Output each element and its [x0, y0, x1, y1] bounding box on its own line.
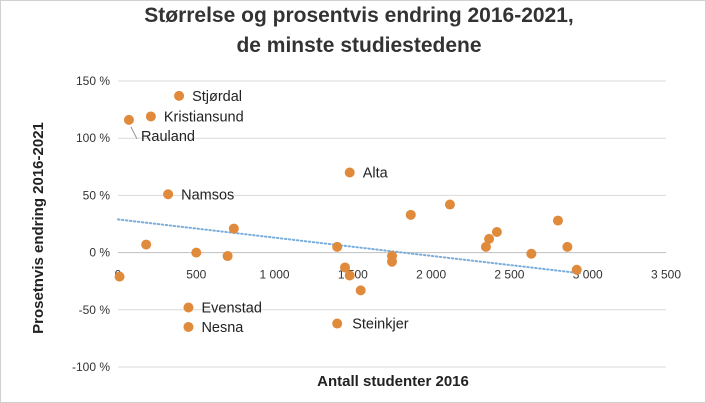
data-point [355, 285, 366, 296]
x-tick-label: 2 000 [416, 268, 446, 282]
data-point [444, 199, 455, 210]
y-tick-label: 0 % [89, 246, 110, 260]
point-label: Nesna [201, 320, 244, 336]
data-point [484, 233, 495, 244]
data-point [228, 223, 239, 234]
data-point [344, 270, 355, 281]
data-point [191, 247, 202, 258]
data-point [332, 318, 343, 329]
point-label: Evenstad [201, 301, 261, 317]
data-point [552, 215, 563, 226]
data-point [571, 264, 582, 275]
x-tick-label: 500 [186, 268, 206, 282]
x-tick-label: 2 500 [494, 268, 524, 282]
data-point [480, 241, 491, 252]
data-point [405, 209, 416, 220]
data-point [141, 239, 152, 250]
y-tick-label: 150 % [76, 74, 110, 88]
chart-title-line-1: Størrelse og prosentvis endring 2016-202… [144, 4, 574, 27]
chart-title-line-2: de minste studiestedene [236, 34, 481, 57]
label-leader-line [130, 126, 138, 140]
data-point [222, 251, 233, 262]
x-tick-label: 1 000 [260, 268, 290, 282]
point-label: Stjørdal [192, 89, 242, 105]
data-point [344, 167, 355, 178]
data-point [387, 256, 397, 267]
data-point [491, 227, 502, 238]
data-point [123, 114, 134, 125]
data-point [145, 111, 156, 122]
y-axis-title: Prosetnvis endring 2016-2021 [30, 122, 47, 334]
point-label: Namsos [181, 187, 234, 203]
point-label: Steinkjer [352, 317, 409, 333]
y-axis-ticks: -100 % -50 % 0 % 50 % 100 % 150 % [72, 74, 110, 374]
data-point [114, 271, 125, 282]
trendline-layer [117, 218, 581, 275]
point-label: Kristiansund [164, 109, 244, 125]
data-point [183, 302, 194, 313]
points-layer [114, 90, 582, 332]
point-label: Rauland [141, 129, 195, 145]
trendline [117, 218, 581, 275]
data-point [183, 321, 194, 332]
data-point [562, 241, 573, 252]
point-labels-layer: Rauland Kristiansund Namsos Stjørdal Evensta… [130, 89, 409, 336]
data-point [163, 189, 174, 200]
data-point [174, 90, 185, 101]
x-tick-label: 3 500 [651, 268, 681, 282]
point-label: Alta [363, 166, 389, 182]
y-tick-label: 100 % [76, 131, 110, 145]
data-point [526, 248, 537, 259]
y-tick-label: -50 % [79, 303, 111, 317]
x-axis-title: Antall studenter 2016 [317, 373, 469, 390]
y-tick-label: -100 % [72, 360, 110, 374]
data-point [340, 262, 351, 273]
data-point [332, 241, 343, 252]
y-tick-label: 50 % [83, 188, 111, 202]
